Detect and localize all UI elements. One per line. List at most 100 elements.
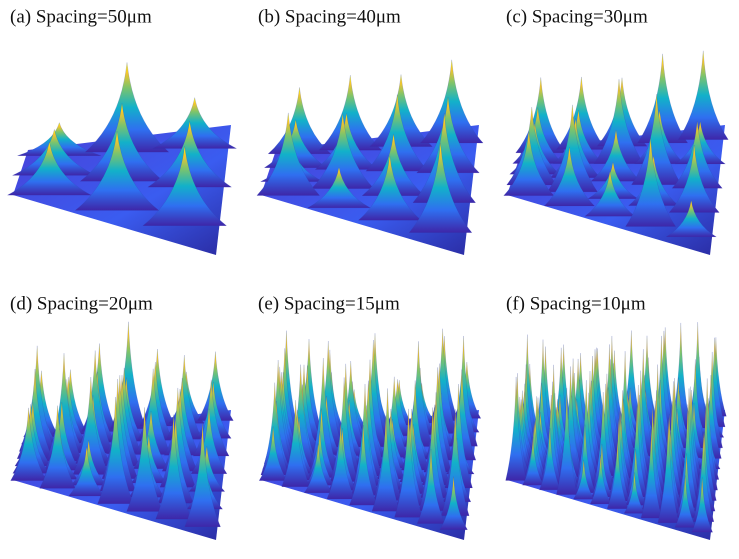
- surface-peak: [631, 94, 682, 185]
- surface-peak: [640, 428, 663, 519]
- surface-peak: [159, 387, 197, 488]
- surface-peak: [394, 408, 423, 518]
- surface-peak: [365, 94, 429, 172]
- surface-peak: [318, 75, 382, 151]
- surface-peak: [573, 459, 595, 500]
- panel-label: (e) Spacing=15μm: [258, 293, 400, 314]
- surface-peak: [674, 475, 696, 528]
- surface-peak: [506, 107, 558, 186]
- surface-peak: [260, 382, 289, 476]
- surface-peak: [126, 407, 163, 512]
- surface-peak: [543, 146, 595, 207]
- surface-peak: [350, 383, 380, 496]
- surface-peak: [593, 79, 645, 164]
- surface-peak: [79, 103, 165, 182]
- surface-peak: [74, 131, 160, 211]
- surface-peak: [547, 104, 598, 192]
- surface-peak: [574, 424, 596, 494]
- surface-peak: [418, 407, 447, 511]
- surface-peak: [72, 377, 110, 475]
- surface-peak: [623, 472, 646, 514]
- surface-peak: [625, 137, 676, 227]
- surface-peak: [166, 355, 203, 440]
- surface-plot: [505, 322, 727, 540]
- surface-peak: [155, 414, 192, 520]
- panel-label: (f) Spacing=10μm: [506, 293, 646, 314]
- surface-peak: [441, 409, 470, 516]
- surface-plot: [7, 62, 237, 255]
- surface-peak: [675, 453, 698, 518]
- surface-peak: [326, 423, 355, 500]
- surface-peak: [687, 322, 709, 429]
- surface-peak: [256, 112, 320, 196]
- surface-peak: [677, 404, 699, 508]
- surface-peak: [408, 142, 473, 233]
- surface-peak: [281, 400, 310, 487]
- surface-peak: [12, 129, 97, 176]
- surface-peak: [307, 408, 336, 478]
- surface-peak: [677, 50, 729, 140]
- surface-peak: [197, 351, 234, 421]
- surface-peak: [420, 59, 484, 144]
- surface-peak: [625, 448, 647, 506]
- surface-plot: [10, 321, 234, 540]
- surface-peak: [555, 76, 607, 150]
- surface-peak: [590, 130, 642, 182]
- surface-peak: [606, 440, 629, 509]
- surface-peak: [439, 476, 468, 530]
- surface-peak: [97, 396, 134, 504]
- surface-peak: [503, 131, 555, 196]
- surface-peak: [357, 155, 422, 221]
- surface-plot: [258, 328, 482, 540]
- surface-peak: [369, 74, 433, 147]
- surface-peak: [412, 112, 476, 203]
- surface-peak: [311, 113, 375, 189]
- surface-peak: [587, 162, 639, 199]
- surface-peak: [10, 407, 47, 481]
- surface-peak: [7, 141, 92, 196]
- surface-peak: [540, 395, 562, 485]
- panel-label: (b) Spacing=40μm: [258, 6, 401, 27]
- panel-label: (c) Spacing=30μm: [506, 6, 648, 27]
- surface-peak: [592, 392, 614, 491]
- surface-peak: [68, 446, 105, 497]
- surface-peak: [258, 426, 288, 481]
- surface-peak: [349, 424, 378, 506]
- surface-peak: [304, 443, 333, 494]
- surface-peak: [668, 145, 720, 213]
- surface-peak: [556, 387, 578, 495]
- surface-peak: [361, 133, 426, 196]
- panel-label: (d) Spacing=20μm: [10, 293, 153, 314]
- surface-plot: [503, 50, 729, 255]
- panel-label: (a) Spacing=50μm: [10, 6, 152, 27]
- surface-peak: [505, 376, 527, 481]
- surface-peak: [416, 448, 446, 524]
- surface-peak: [657, 417, 679, 523]
- surface-peak: [84, 62, 170, 153]
- surface-peak: [184, 422, 221, 528]
- surface-peak: [147, 121, 232, 188]
- surface-peak: [522, 437, 544, 486]
- surface-peak: [637, 53, 688, 144]
- surface-peak: [416, 96, 480, 174]
- surface-peak: [626, 405, 648, 498]
- surface-peak: [589, 454, 612, 505]
- surface-peak: [267, 87, 332, 154]
- surface-peak: [371, 415, 401, 512]
- surface-peak: [309, 358, 338, 471]
- surface-peak: [39, 405, 76, 489]
- surface-plot: [256, 59, 484, 255]
- surface-peak: [152, 97, 237, 149]
- surface-peak: [671, 120, 723, 189]
- surface-peak: [329, 377, 359, 482]
- surface-peak: [584, 171, 636, 217]
- surface-peak: [307, 167, 371, 209]
- surface-peak: [539, 428, 561, 491]
- surface-peak: [575, 380, 597, 487]
- surface-peak: [665, 200, 717, 237]
- surface-peak: [142, 146, 227, 226]
- surface-peak: [692, 432, 715, 522]
- surface-peak: [691, 477, 713, 533]
